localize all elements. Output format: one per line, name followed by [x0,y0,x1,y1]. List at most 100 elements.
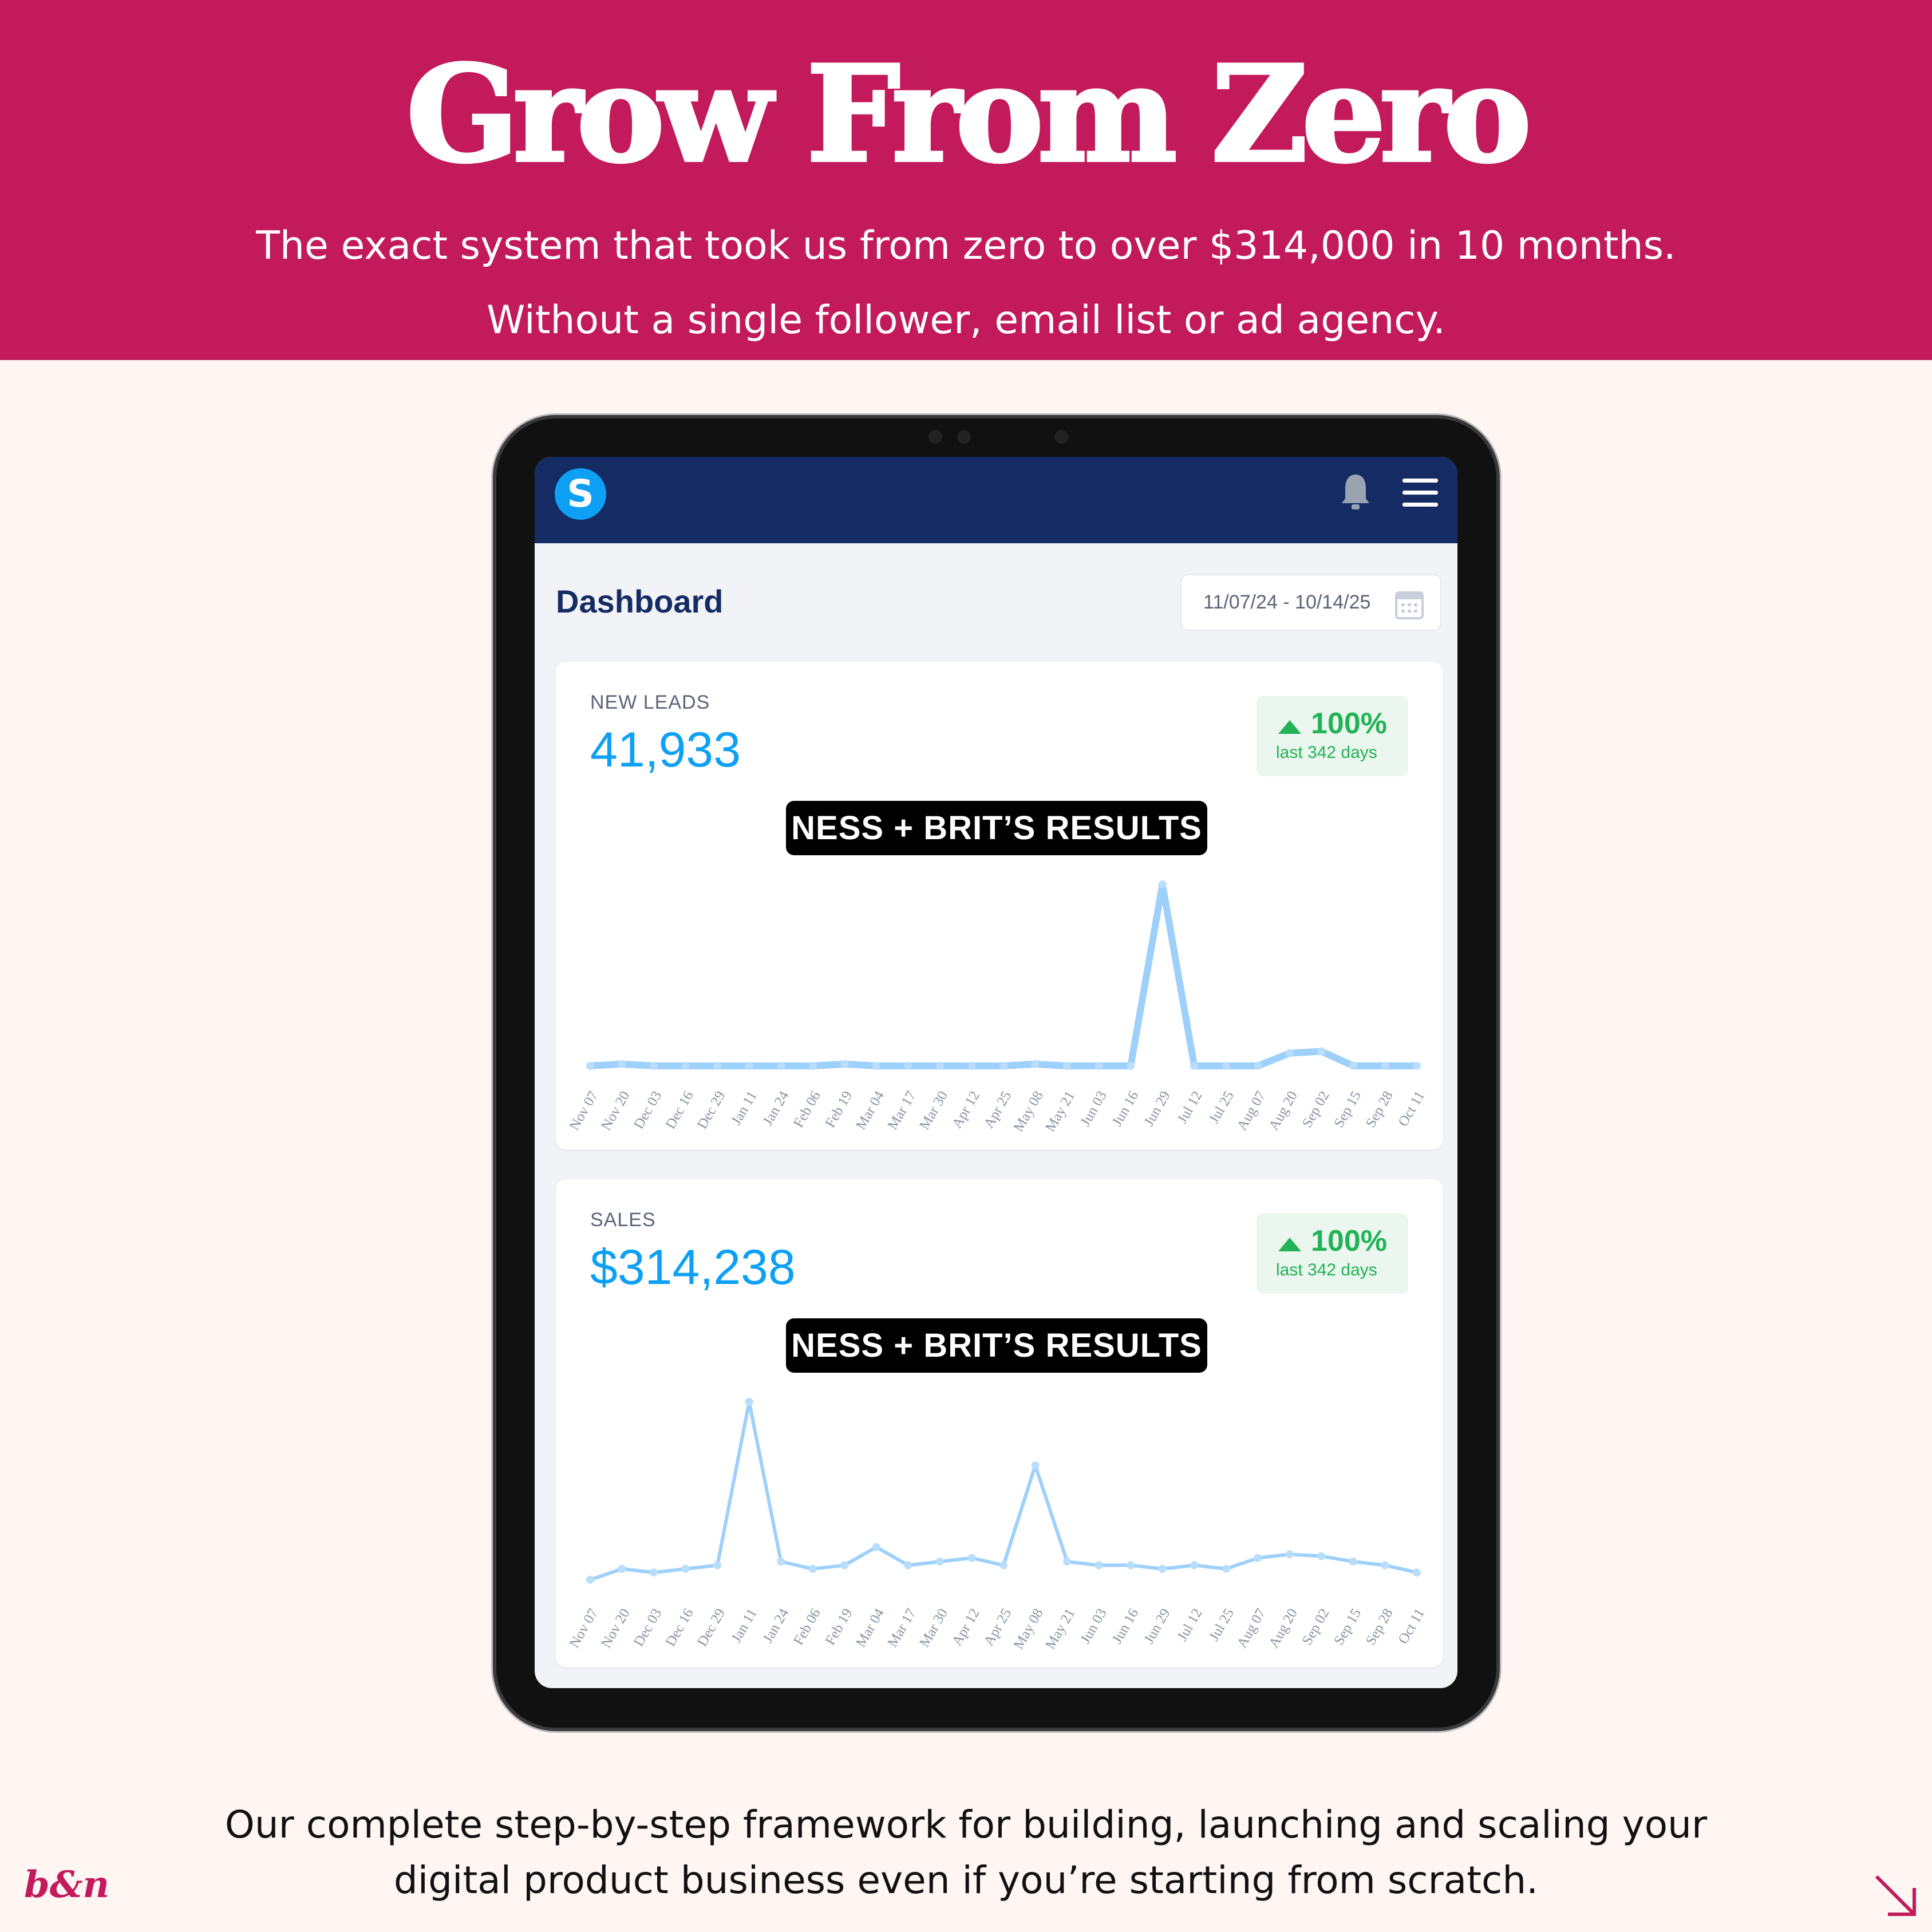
change-badge: 100% last 342 days [1257,1214,1408,1294]
data-point [713,1062,722,1070]
x-tick-label: Aug 07 [1234,1089,1269,1133]
x-tick-label: Jun 16 [1109,1606,1141,1647]
data-point [904,1062,912,1070]
x-tick-label: Dec 03 [631,1606,665,1649]
x-tick-label: Jan 24 [760,1088,792,1128]
x-tick-label: May 21 [1042,1606,1078,1652]
camera-icon [929,430,942,444]
data-point [745,1398,753,1406]
bell-icon[interactable] [1338,472,1373,512]
x-tick-label: Mar 04 [853,1606,887,1650]
x-tick-label: Mar 30 [916,1089,951,1133]
data-point [1317,1552,1326,1560]
data-point [650,1062,658,1070]
x-tick-label: Jan 11 [729,1089,760,1128]
data-point [967,1554,976,1562]
data-point [1413,1062,1421,1070]
data-point [840,1561,849,1570]
date-range-picker[interactable]: 11/07/24 - 10/14/25 [1180,574,1441,631]
brand-logo: b&n [24,1863,110,1906]
x-tick-label: Mar 30 [916,1606,951,1650]
data-point [1158,880,1167,888]
change-percent: 100% [1311,1224,1387,1258]
arrow-up-icon [1278,720,1301,734]
x-tick-label: Jun 29 [1141,1089,1174,1129]
data-point [1349,1557,1357,1566]
results-label: NESS + BRIT’S RESULTS [786,1318,1207,1373]
x-tick-label: Apr 12 [949,1089,982,1131]
data-point [1413,1568,1421,1577]
data-point [586,1575,594,1584]
data-point [681,1062,690,1070]
series-line [590,881,1417,1069]
data-point [999,1561,1008,1570]
subtitle-line-2: Without a single follower, email list or… [487,298,1445,343]
header-banner [0,0,1932,360]
x-tick-label: Apr 12 [949,1606,982,1649]
x-tick-label: Jun 29 [1141,1606,1174,1647]
data-point [1063,1062,1072,1070]
x-tick-label: Sep 15 [1331,1606,1364,1648]
data-point [681,1564,690,1573]
x-tick-label: Jun 03 [1077,1089,1109,1129]
x-tick-label: Feb 06 [791,1606,824,1648]
data-point [840,1060,849,1068]
hamburger-menu-icon[interactable] [1402,479,1438,507]
x-tick-label: Sep 02 [1299,1089,1333,1131]
data-point [1127,1561,1135,1570]
data-point [1285,1550,1294,1559]
subtitle-line-1: The exact system that took us from zero … [256,223,1676,268]
data-point [1031,1060,1040,1068]
x-tick-label: Nov 07 [567,1606,602,1651]
data-point [1222,1564,1230,1573]
data-point [999,1062,1008,1070]
x-tick-label: Apr 25 [981,1606,1014,1649]
change-period: last 342 days [1276,1261,1377,1279]
top-nav: S [535,457,1457,543]
x-tick-label: Feb 06 [791,1089,824,1131]
x-tick-label: Dec 16 [663,1606,697,1649]
data-point [586,1062,594,1070]
new-leads-card: NEW LEADS 41,933 100% last 342 days Nov 0… [556,662,1443,1149]
data-point [650,1568,658,1577]
kpi-label: SALES [590,1209,656,1231]
data-point [1254,1062,1262,1070]
footer-line-1: Our complete step-by-step framework for … [224,1803,1708,1847]
change-period: last 342 days [1276,743,1377,762]
results-label: NESS + BRIT’S RESULTS [786,801,1207,855]
x-tick-label: Sep 15 [1331,1089,1364,1131]
x-tick-label: Dec 03 [631,1089,665,1132]
camera-icon [957,430,971,444]
x-tick-label: Jan 24 [760,1606,792,1646]
arrow-down-right-icon[interactable] [1873,1873,1919,1919]
x-tick-label: Nov 20 [598,1089,633,1133]
x-tick-label: Apr 25 [981,1089,1014,1131]
x-tick-label: May 08 [1011,1089,1046,1135]
kpi-value: 41,933 [590,722,741,777]
x-tick-label: Sep 28 [1363,1606,1396,1648]
change-badge: 100% last 342 days [1257,696,1408,776]
x-tick-label: Dec 16 [663,1089,697,1132]
data-point [1285,1049,1294,1057]
x-tick-label: Oct 11 [1396,1089,1428,1129]
data-point [872,1543,880,1551]
data-point [777,1062,785,1070]
headline: Grow From Zero [405,37,1533,192]
data-point [1381,1062,1389,1070]
data-point [872,1062,880,1070]
x-tick-label: Aug 07 [1234,1606,1269,1651]
app-logo[interactable]: S [555,468,606,520]
x-tick-label: Jun 16 [1109,1089,1141,1129]
data-point [618,1060,626,1068]
x-tick-label: Nov 20 [598,1606,633,1651]
x-tick-label: Mar 17 [885,1089,919,1133]
x-tick-label: Nov 07 [567,1089,602,1133]
x-tick-label: Feb 19 [823,1089,856,1131]
data-point [618,1564,626,1573]
app-screen: S Dashboard 11/07/24 - 10/14/25 NEW LEAD… [535,457,1457,1688]
data-point [967,1062,976,1070]
data-point [1381,1561,1389,1570]
x-tick-label: Aug 20 [1266,1089,1301,1133]
